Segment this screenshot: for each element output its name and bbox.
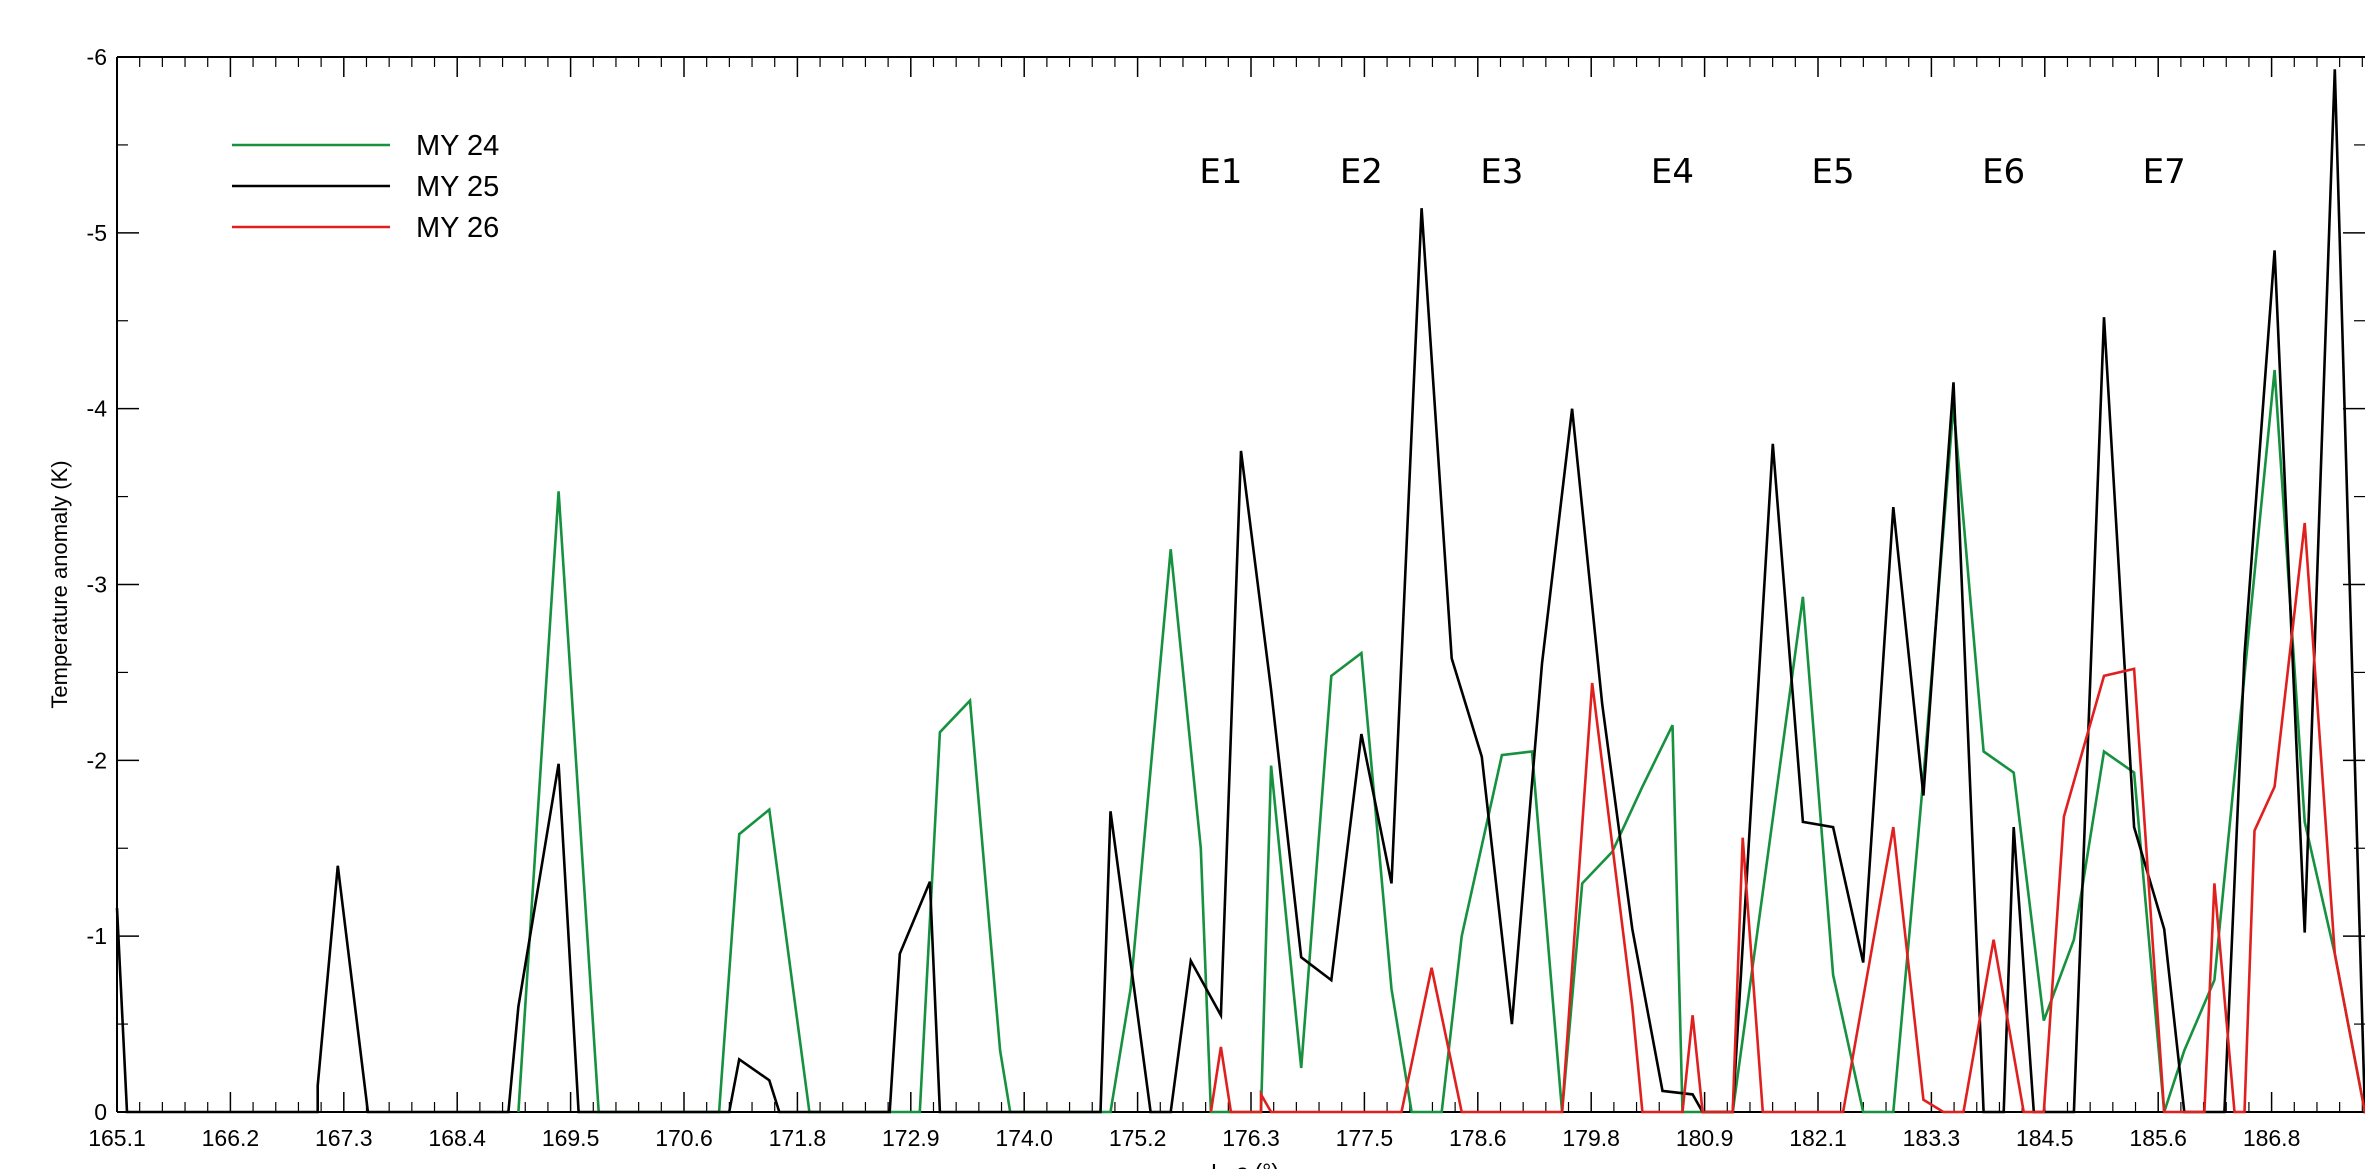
x-tick-label: 166.2 bbox=[202, 1125, 260, 1151]
x-tick-label: 182.1 bbox=[1789, 1125, 1847, 1151]
x-tick-label: 184.5 bbox=[2016, 1125, 2074, 1151]
x-tick-label: 167.3 bbox=[315, 1125, 373, 1151]
x-axis-label: L_s (°) bbox=[1211, 1159, 1279, 1169]
x-tick-label: 174.0 bbox=[995, 1125, 1053, 1151]
x-tick-label: 172.9 bbox=[882, 1125, 940, 1151]
x-tick-label: 186.8 bbox=[2243, 1125, 2301, 1151]
x-tick-label: 180.9 bbox=[1676, 1125, 1734, 1151]
y-tick-label: 0 bbox=[94, 1099, 107, 1125]
x-tick-label: 175.2 bbox=[1109, 1125, 1167, 1151]
y-tick-label: -2 bbox=[87, 747, 107, 773]
event-label: E3 bbox=[1480, 152, 1523, 192]
y-tick-label: -6 bbox=[87, 44, 107, 70]
series-group bbox=[115, 69, 2365, 1114]
series-line-my-24 bbox=[517, 369, 2365, 1114]
event-label: E4 bbox=[1651, 152, 1694, 192]
x-tick-label: 178.6 bbox=[1449, 1125, 1507, 1151]
y-tick-label: -5 bbox=[87, 220, 107, 246]
x-tick-label: 176.3 bbox=[1222, 1125, 1280, 1151]
legend-label: MY 26 bbox=[416, 212, 499, 244]
series-line-my-25 bbox=[115, 69, 2365, 1114]
event-label: E5 bbox=[1811, 152, 1854, 192]
labels-group: 165.1 166.2 167.3 168.4 169.5 170.6 171.8 172.9… bbox=[47, 44, 2300, 1169]
x-tick-label: 185.6 bbox=[2129, 1125, 2187, 1151]
y-tick-label: -3 bbox=[87, 572, 107, 598]
y-axis-label: Temperature anomaly (K) bbox=[47, 460, 72, 708]
x-tick-label: 165.1 bbox=[88, 1125, 146, 1151]
x-tick-label: 183.3 bbox=[1903, 1125, 1961, 1151]
event-label: E1 bbox=[1199, 152, 1242, 192]
x-tick-label: 168.4 bbox=[428, 1125, 486, 1151]
legend-label: MY 25 bbox=[416, 171, 499, 203]
event-label: E2 bbox=[1340, 152, 1383, 192]
y-tick-label: -4 bbox=[87, 396, 108, 422]
x-tick-label: 170.6 bbox=[655, 1125, 713, 1151]
x-tick-label: 179.8 bbox=[1562, 1125, 1620, 1151]
event-label: E7 bbox=[2143, 152, 2186, 192]
x-tick-label: 177.5 bbox=[1336, 1125, 1394, 1151]
x-tick-label: 169.5 bbox=[542, 1125, 600, 1151]
legend-label: MY 24 bbox=[416, 130, 499, 162]
x-tick-label: 171.8 bbox=[769, 1125, 827, 1151]
event-label: E6 bbox=[1982, 152, 2025, 192]
y-tick-label: -1 bbox=[87, 923, 107, 949]
legend: MY 24 MY 25 MY 26 bbox=[232, 130, 499, 244]
series-line-my-26 bbox=[1209, 522, 2365, 1114]
